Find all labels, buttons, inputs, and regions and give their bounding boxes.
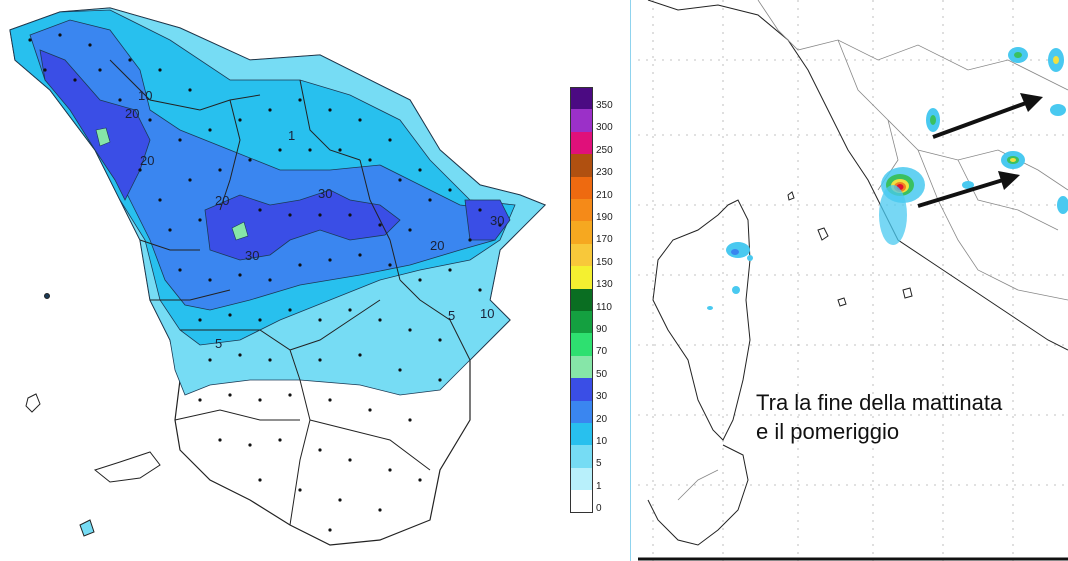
legend-swatch (570, 333, 593, 356)
legend-item: 50 (570, 355, 620, 380)
coastlines (647, 0, 1068, 546)
legend-swatch (570, 87, 593, 110)
legend-item: 130 (570, 266, 620, 291)
islands (25, 293, 161, 537)
legend-item: 230 (570, 154, 620, 179)
rainfall-map: 10 20 20 20 30 30 20 30 5 5 10 1 (9, 7, 547, 546)
legend-item: 250 (570, 131, 620, 156)
province-boundaries (109, 59, 471, 526)
legend-label: 170 (596, 234, 613, 246)
contour-label: 20 (430, 238, 444, 253)
legend-item: 170 (570, 221, 620, 246)
legend-swatch (570, 490, 593, 513)
contour-label: 5 (448, 308, 455, 323)
rainfall-map-panel: 10 20 20 20 30 30 20 30 5 5 10 1 350 300 2… (9, 7, 620, 546)
legend-label: 250 (596, 144, 613, 156)
legend-swatch (570, 176, 593, 199)
arrow-icon (932, 101, 1027, 139)
arrow-icon (917, 178, 1004, 208)
legend-swatch (570, 109, 593, 132)
precip-area-30mm-center (204, 189, 401, 261)
contour-label: 20 (125, 106, 139, 121)
legend-item: 70 (570, 333, 620, 358)
legend-item: 30 (570, 378, 620, 403)
panel-divider (622, 0, 636, 561)
legend-swatch (570, 400, 593, 423)
legend-swatch (570, 378, 593, 401)
radar-map (638, 0, 1068, 561)
legend-swatch (570, 199, 593, 222)
legend-swatch (570, 243, 593, 267)
precip-area-50mm-coast (95, 127, 111, 147)
radar-echoes (707, 47, 1068, 310)
legend-label: 350 (596, 100, 613, 111)
legend-swatch (570, 311, 593, 334)
legend-label: 10 (596, 436, 608, 447)
legend-label: 230 (596, 167, 613, 179)
legend-item: 300 (570, 109, 620, 134)
legend-swatch (570, 266, 593, 289)
legend-label: 190 (596, 212, 613, 223)
caption-line-1: Tra la fine della mattinata (756, 390, 1003, 415)
legend-item: 5 (570, 445, 620, 470)
arrow-icon (998, 171, 1020, 190)
legend-item: 1 (570, 467, 620, 492)
legend-label: 300 (596, 122, 613, 134)
legend-label: 50 (596, 368, 608, 380)
legend-item: 90 (570, 311, 620, 335)
contour-label: 20 (215, 193, 229, 208)
contour-label: 30 (490, 213, 504, 228)
legend-swatch (570, 154, 593, 177)
contour-label: 30 (318, 186, 332, 201)
legend-label: 20 (596, 413, 608, 425)
radar-map-panel: Tra la fine della mattinata e il pomerig… (638, 0, 1068, 561)
legend-item: 10 (570, 423, 620, 447)
storm-arrows (917, 93, 1043, 208)
contour-label: 20 (140, 153, 154, 168)
legend-swatch (570, 355, 593, 379)
legend-label: 5 (596, 458, 602, 470)
legend-item: 20 (570, 400, 620, 425)
region-borders (677, 0, 1068, 501)
legend-label: 70 (596, 346, 608, 358)
precip-area-30mm-coast (39, 49, 151, 201)
precip-area-30mm-east (464, 199, 511, 241)
arrow-icon (1020, 93, 1043, 112)
precip-area-20mm (29, 19, 501, 311)
legend-item: 210 (570, 176, 620, 201)
legend-swatch (570, 288, 593, 311)
legend-label: 210 (596, 189, 613, 201)
legend-swatch (570, 445, 593, 468)
caption-line-2: e il pomeriggio (756, 419, 900, 444)
legend-label: 90 (596, 324, 608, 335)
lat-lon-grid (638, 0, 1068, 561)
legend-item: 110 (570, 288, 620, 313)
legend-swatch (570, 221, 593, 244)
contour-label: 1 (288, 128, 295, 143)
legend-item: 150 (570, 243, 620, 268)
contour-label: 10 (480, 306, 494, 321)
legend-label: 110 (596, 301, 612, 313)
caption: Tra la fine della mattinata e il pomerig… (756, 388, 1002, 446)
legend-item: 190 (570, 199, 620, 223)
contour-label: 5 (215, 336, 222, 351)
legend-label: 130 (596, 279, 613, 291)
contour-label: 30 (245, 248, 259, 263)
legend-label: 0 (596, 503, 602, 515)
legend-label: 1 (596, 480, 602, 492)
legend-label: 30 (596, 391, 608, 403)
legend-label: 150 (596, 256, 613, 268)
contour-labels: 10 20 20 20 30 30 20 30 5 5 10 1 (125, 88, 504, 351)
legend-item: 0 (570, 490, 620, 515)
station-dots (28, 33, 502, 532)
precip-area-50mm (231, 221, 249, 241)
legend-item: 350 (570, 87, 620, 111)
legend-swatch (570, 131, 593, 155)
contour-label: 10 (138, 88, 152, 103)
legend-swatch (570, 467, 593, 491)
legend-swatch (570, 423, 593, 446)
